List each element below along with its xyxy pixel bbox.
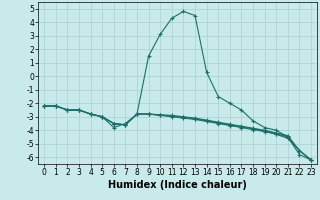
X-axis label: Humidex (Indice chaleur): Humidex (Indice chaleur)	[108, 180, 247, 190]
